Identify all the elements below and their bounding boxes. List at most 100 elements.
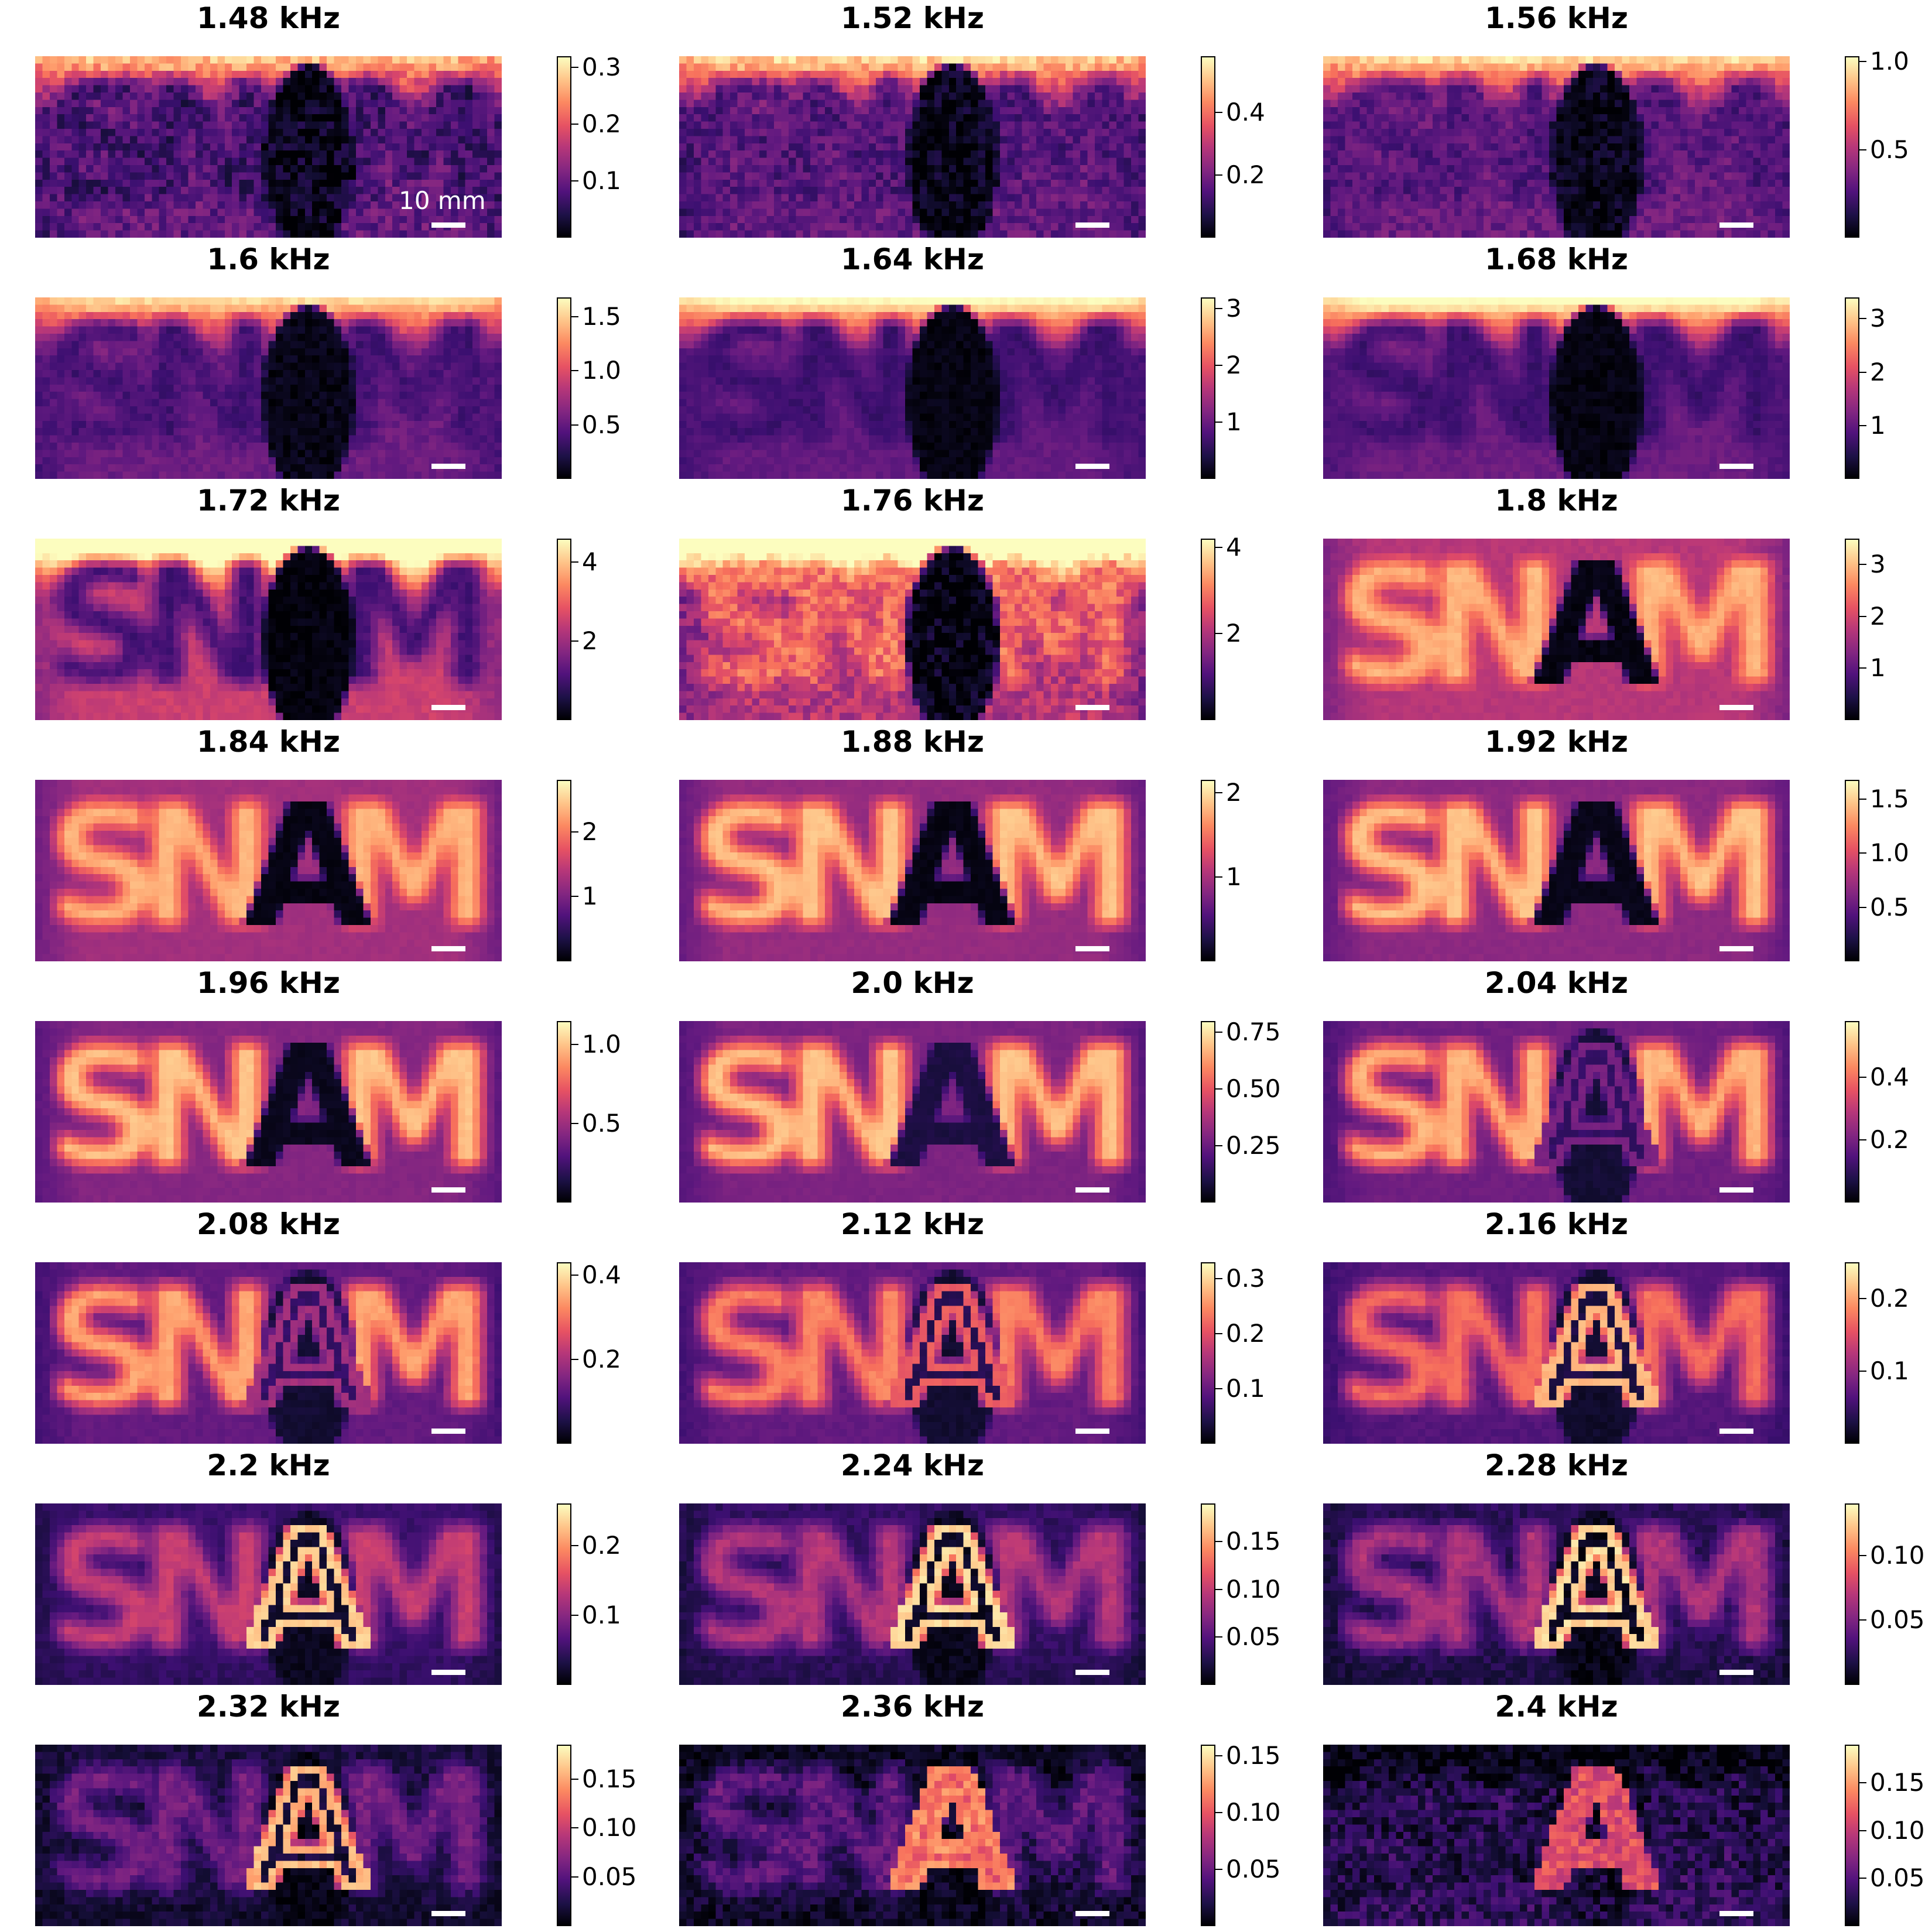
heatmap-cell xyxy=(1520,165,1527,173)
heatmap-cell xyxy=(817,187,825,194)
heatmap-cell xyxy=(745,56,752,64)
heatmap-cell xyxy=(217,143,225,151)
heatmap-cell xyxy=(1556,223,1564,231)
heatmap-cell xyxy=(1058,223,1066,231)
heatmap-cell xyxy=(1022,179,1029,187)
heatmap-cell xyxy=(1483,78,1491,85)
heatmap-cell xyxy=(978,179,986,187)
heatmap-cell xyxy=(159,143,167,151)
heatmap-cell xyxy=(1534,85,1542,93)
heatmap-cell xyxy=(224,78,232,85)
heatmap-cell xyxy=(708,56,716,64)
heatmap-cell xyxy=(210,194,218,202)
heatmap-cell xyxy=(1417,70,1426,78)
heatmap-cell xyxy=(1454,150,1462,158)
heatmap-cell xyxy=(210,172,218,180)
heatmap-cell xyxy=(261,194,269,202)
heatmap-cell xyxy=(129,157,138,166)
heatmap-cell xyxy=(803,70,811,78)
heatmap-cell xyxy=(1600,70,1608,78)
heatmap-cell xyxy=(93,143,101,151)
heatmap-cell xyxy=(1073,215,1081,224)
heatmap-cell xyxy=(239,201,247,209)
heatmap-cell xyxy=(1695,93,1703,100)
heatmap-cell xyxy=(1051,107,1059,115)
heatmap-cell xyxy=(868,187,876,194)
heatmap-cell xyxy=(1447,78,1455,85)
heatmap-cell xyxy=(1651,208,1659,217)
heatmap-cell xyxy=(745,100,752,108)
heatmap-cell xyxy=(1403,187,1411,194)
heatmap-cell xyxy=(1123,150,1132,158)
heatmap-cell xyxy=(494,93,502,100)
heatmap-cell xyxy=(137,85,145,93)
heatmap-cell xyxy=(1014,208,1022,217)
heatmap-cell xyxy=(494,56,502,64)
heatmap-cell xyxy=(35,215,43,224)
heatmap-cell xyxy=(1702,201,1710,209)
heatmap-cell xyxy=(934,179,942,187)
heatmap-cell xyxy=(312,201,320,209)
heatmap-cell xyxy=(319,107,327,115)
heatmap-cell xyxy=(1527,208,1535,217)
heatmap-cell xyxy=(1695,143,1703,151)
heatmap-cell xyxy=(385,78,393,85)
heatmap-cell xyxy=(1673,107,1681,115)
heatmap-cell xyxy=(1374,165,1382,173)
heatmap-cell xyxy=(905,121,913,129)
heatmap-cell xyxy=(730,194,738,202)
heatmap-cell xyxy=(1782,208,1790,217)
heatmap-cell xyxy=(1410,201,1419,209)
heatmap-cell xyxy=(1505,56,1513,64)
heatmap-cell xyxy=(224,143,232,151)
heatmap-cell xyxy=(715,165,723,173)
heatmap-cell xyxy=(224,201,232,209)
heatmap-cell xyxy=(1440,93,1447,100)
heatmap-cell xyxy=(898,215,906,224)
heatmap-cell xyxy=(1447,165,1455,173)
heatmap-cell xyxy=(1440,165,1447,173)
heatmap-cell xyxy=(1374,56,1382,64)
heatmap-cell xyxy=(1527,143,1535,151)
heatmap-cell xyxy=(472,85,480,93)
heatmap-cell xyxy=(1767,121,1776,129)
heatmap-cell xyxy=(847,165,855,173)
heatmap-cell xyxy=(876,136,883,144)
heatmap-cell xyxy=(1710,107,1717,115)
heatmap-cell xyxy=(57,215,65,224)
heatmap-cell xyxy=(1731,129,1739,136)
heatmap-cell xyxy=(1381,107,1389,115)
heatmap-cell xyxy=(429,78,437,85)
heatmap-cell xyxy=(1549,179,1557,187)
heatmap-cell xyxy=(1702,70,1710,78)
heatmap-cell xyxy=(905,136,913,144)
heatmap-cell xyxy=(1102,230,1109,238)
heatmap-cell xyxy=(1658,136,1666,144)
heatmap-cell xyxy=(217,136,225,144)
heatmap-cell xyxy=(203,93,211,100)
heatmap-cell xyxy=(1389,215,1396,224)
heatmap-cell xyxy=(1615,157,1622,166)
heatmap-cell xyxy=(195,85,203,93)
heatmap-cell xyxy=(919,56,927,64)
heatmap-cell xyxy=(1080,215,1088,224)
heatmap-cell xyxy=(181,304,189,313)
heatmap-cell xyxy=(1029,121,1037,129)
heatmap-cell xyxy=(1483,223,1491,231)
heatmap-cell xyxy=(992,63,1001,71)
heatmap-cell xyxy=(876,223,883,231)
heatmap-cell xyxy=(1066,215,1073,224)
heatmap-cell xyxy=(224,93,232,100)
heatmap-cell xyxy=(1476,136,1484,144)
heatmap-cell xyxy=(1123,100,1132,108)
heatmap-cell xyxy=(144,150,152,158)
heatmap-cell xyxy=(458,215,465,224)
heatmap-cell xyxy=(1410,172,1419,180)
heatmap-cell xyxy=(370,78,378,85)
heatmap-cell xyxy=(115,56,123,64)
heatmap-cell xyxy=(166,172,174,180)
heatmap-cell xyxy=(861,143,869,151)
heatmap-cell xyxy=(1374,78,1382,85)
heatmap-cell xyxy=(115,143,123,151)
heatmap-cell xyxy=(436,165,444,173)
